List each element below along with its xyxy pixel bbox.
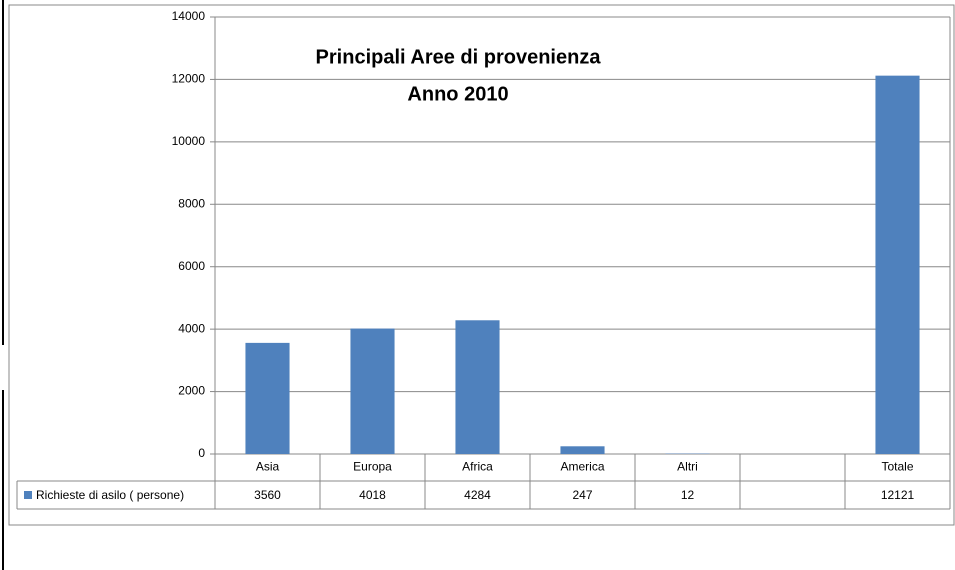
bar: [455, 320, 500, 454]
table-value: 4284: [464, 488, 491, 502]
table-value: 4018: [359, 488, 386, 502]
x-tick-label: Asia: [256, 460, 280, 474]
table-value: 247: [572, 488, 592, 502]
legend-label: Richieste di asilo ( persone): [36, 488, 184, 502]
chart-frame: [8, 4, 955, 526]
x-tick-label: America: [560, 460, 604, 474]
bar: [350, 328, 395, 454]
y-tick-label: 12000: [172, 72, 206, 86]
y-tick-label: 8000: [178, 196, 205, 210]
y-tick-label: 4000: [178, 321, 205, 335]
chart-subtitle: Anno 2010: [407, 83, 508, 105]
bar: [245, 342, 290, 454]
bar: [560, 446, 605, 454]
table-value: 3560: [254, 488, 281, 502]
table-value: 12121: [881, 488, 915, 502]
table-value: 12: [681, 488, 695, 502]
x-tick-label: Europa: [353, 460, 392, 474]
x-tick-label: Africa: [462, 460, 493, 474]
y-tick-label: 2000: [178, 384, 205, 398]
legend-key: [24, 491, 32, 499]
y-tick-label: 0: [198, 446, 205, 460]
y-tick-label: 6000: [178, 259, 205, 273]
x-tick-label: Totale: [881, 460, 913, 474]
x-tick-label: Altri: [677, 460, 698, 474]
y-tick-label: 14000: [172, 9, 206, 23]
y-tick-label: 10000: [172, 134, 206, 148]
bar: [875, 75, 920, 454]
chart-title: Principali Aree di provenienza: [316, 46, 602, 68]
